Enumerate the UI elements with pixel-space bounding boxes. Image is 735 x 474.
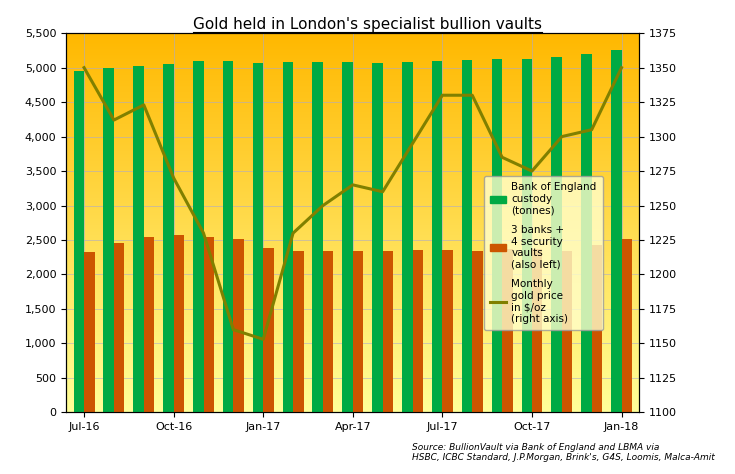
- Bar: [343, 62, 353, 412]
- Bar: [532, 249, 542, 412]
- Bar: [263, 248, 273, 412]
- Bar: [622, 239, 632, 412]
- Bar: [312, 62, 323, 412]
- Bar: [293, 251, 304, 412]
- Bar: [133, 65, 144, 412]
- Bar: [353, 251, 363, 412]
- Bar: [104, 68, 114, 412]
- Bar: [432, 61, 442, 412]
- Bar: [253, 63, 263, 412]
- Bar: [551, 56, 562, 412]
- Text: Source: BullionVault via Bank of England and LBMA via
HSBC, ICBC Standard, J.P.M: Source: BullionVault via Bank of England…: [412, 443, 714, 462]
- Bar: [492, 59, 502, 412]
- Text: Gold held in London's specialist bullion vaults: Gold held in London's specialist bullion…: [193, 17, 542, 32]
- Bar: [283, 62, 293, 412]
- Bar: [204, 237, 214, 412]
- Bar: [84, 252, 95, 412]
- Bar: [502, 249, 512, 412]
- Bar: [562, 251, 573, 412]
- Bar: [233, 239, 244, 412]
- Bar: [442, 250, 453, 412]
- Bar: [412, 250, 423, 412]
- Bar: [372, 63, 383, 412]
- Bar: [114, 244, 124, 412]
- Bar: [223, 62, 233, 412]
- Bar: [74, 71, 84, 412]
- Bar: [173, 235, 184, 412]
- Bar: [163, 64, 173, 412]
- Bar: [144, 237, 154, 412]
- Bar: [323, 251, 334, 412]
- Bar: [402, 62, 412, 412]
- Bar: [592, 245, 602, 412]
- Bar: [462, 60, 472, 412]
- Bar: [611, 50, 622, 412]
- Bar: [522, 59, 532, 412]
- Bar: [472, 251, 483, 412]
- Bar: [383, 251, 393, 412]
- Bar: [193, 61, 204, 412]
- Bar: [581, 54, 592, 412]
- Legend: Bank of England
custody
(tonnes), 3 banks +
4 security
vaults
(also left), Month: Bank of England custody (tonnes), 3 bank…: [484, 176, 603, 330]
